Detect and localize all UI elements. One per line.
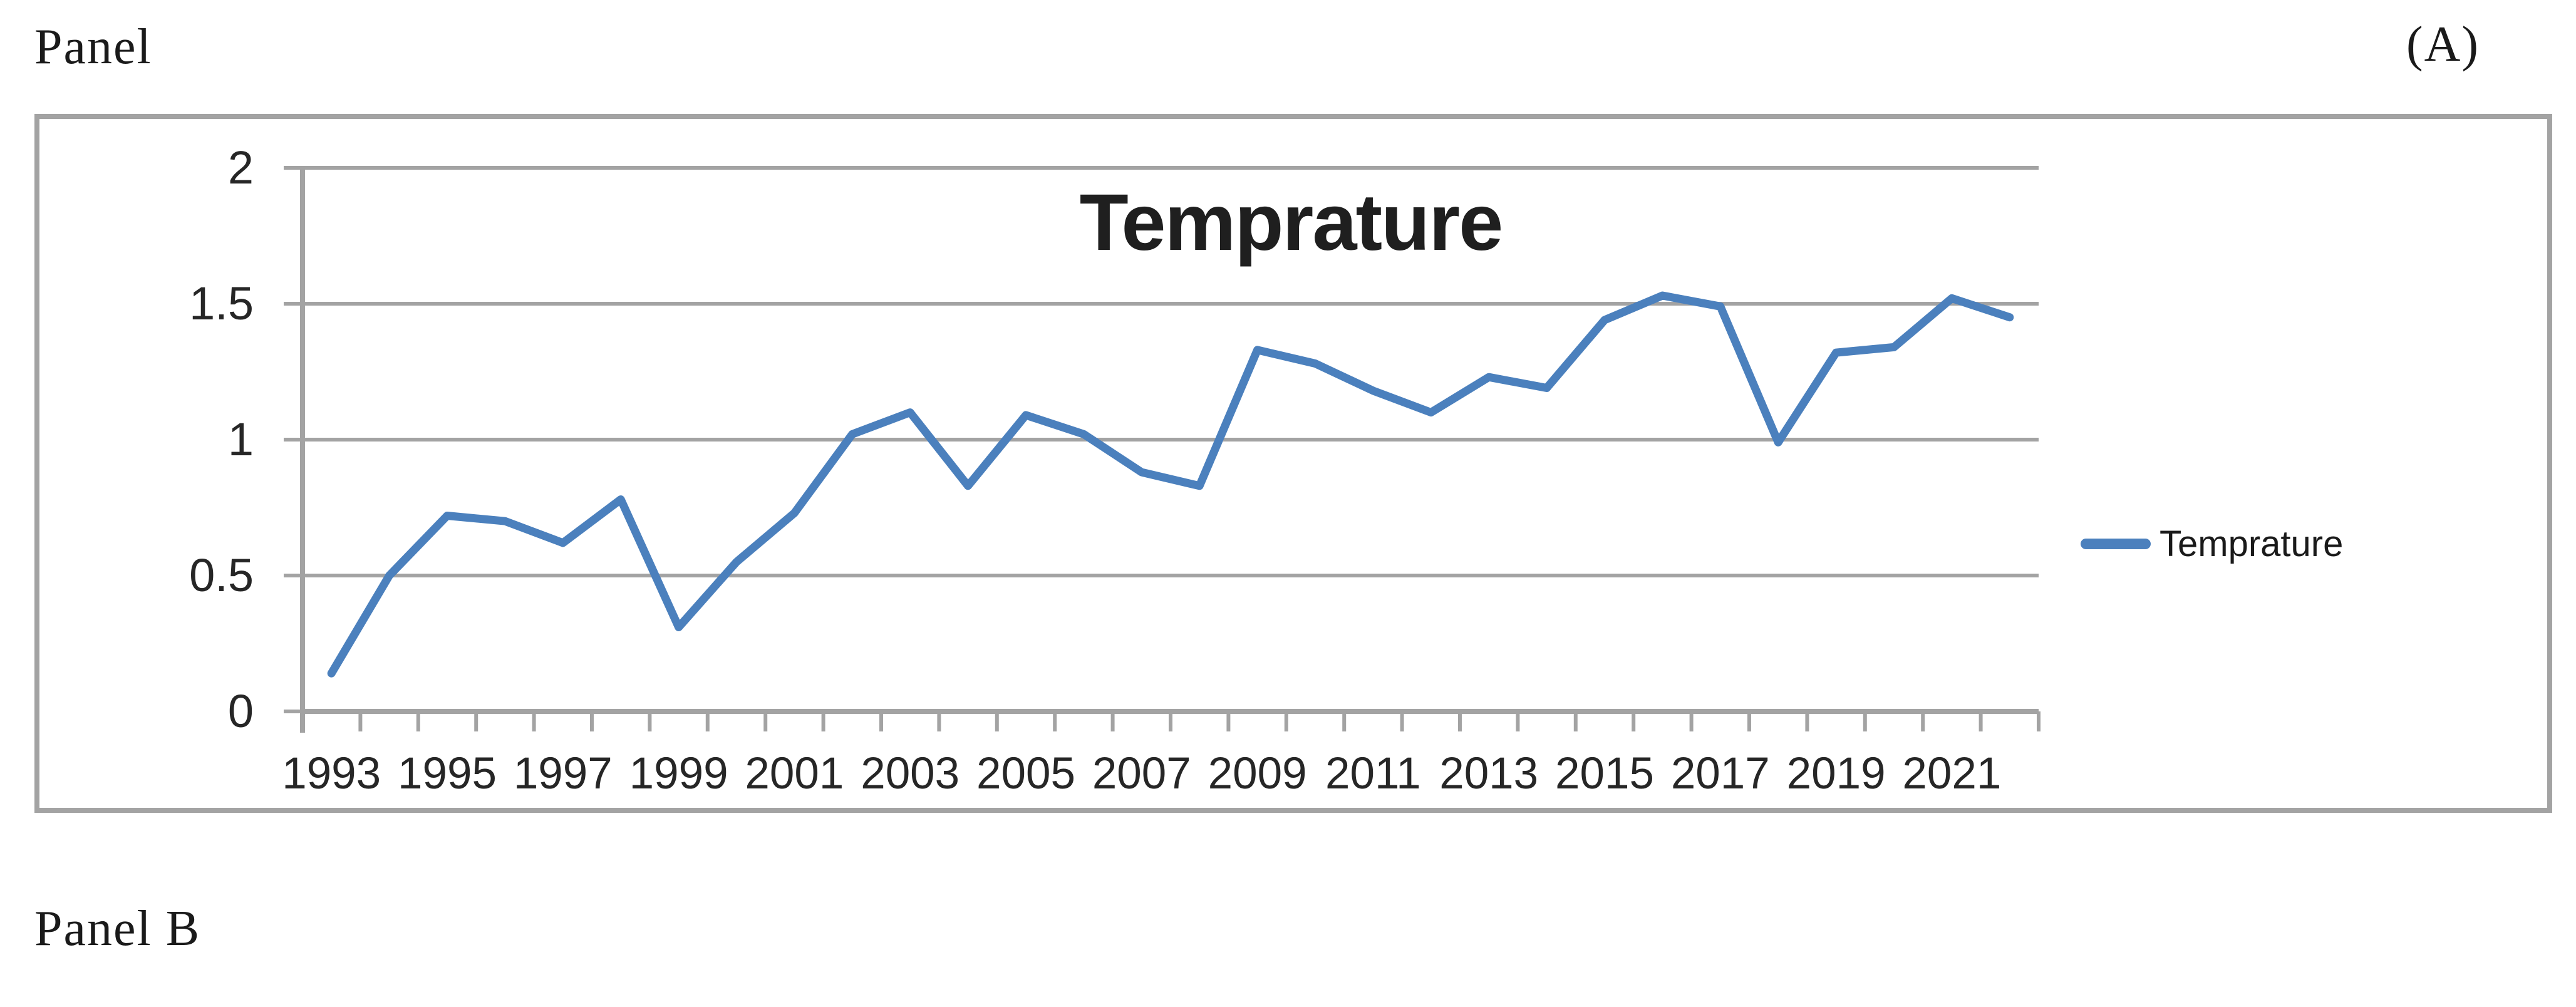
x-axis-tick-label: 2011: [1325, 749, 1421, 798]
x-axis-tick-label: 2017: [1670, 749, 1770, 798]
panel-label: Panel: [34, 19, 152, 75]
x-axis-tick-label: 1997: [513, 749, 613, 798]
x-axis-tick-label: 2001: [745, 749, 844, 798]
x-axis-tick-label: 2005: [976, 749, 1075, 798]
legend: Temprature: [2081, 519, 2343, 569]
y-axis-tick-label: 1: [227, 413, 254, 465]
figure-letter-label: (A): [2406, 17, 2480, 72]
y-axis-tick-label: 0: [227, 685, 254, 737]
legend-line-sample-icon: [2081, 538, 2151, 549]
x-axis-tick-label: 2015: [1555, 749, 1654, 798]
x-axis-tick-label: 2003: [861, 749, 960, 798]
y-axis-tick-label: 1.5: [189, 277, 254, 329]
x-axis-tick-label: 2009: [1208, 749, 1307, 798]
x-axis-tick-label: 2019: [1786, 749, 1886, 798]
chart-title: Temprature: [1079, 178, 1504, 267]
legend-label: Temprature: [2160, 523, 2344, 564]
x-axis-tick-label: 1995: [398, 749, 497, 798]
y-axis-tick-label: 2: [227, 142, 254, 194]
x-axis-tick-label: 2021: [1902, 749, 2002, 798]
y-axis-tick-label: 0.5: [189, 549, 254, 601]
x-axis-tick-label: 1993: [282, 749, 381, 798]
x-axis-tick-label: 2007: [1092, 749, 1191, 798]
x-axis-tick-label: 1999: [629, 749, 728, 798]
panel-b-label: Panel B: [34, 901, 201, 956]
x-axis-tick-label: 2013: [1439, 749, 1539, 798]
